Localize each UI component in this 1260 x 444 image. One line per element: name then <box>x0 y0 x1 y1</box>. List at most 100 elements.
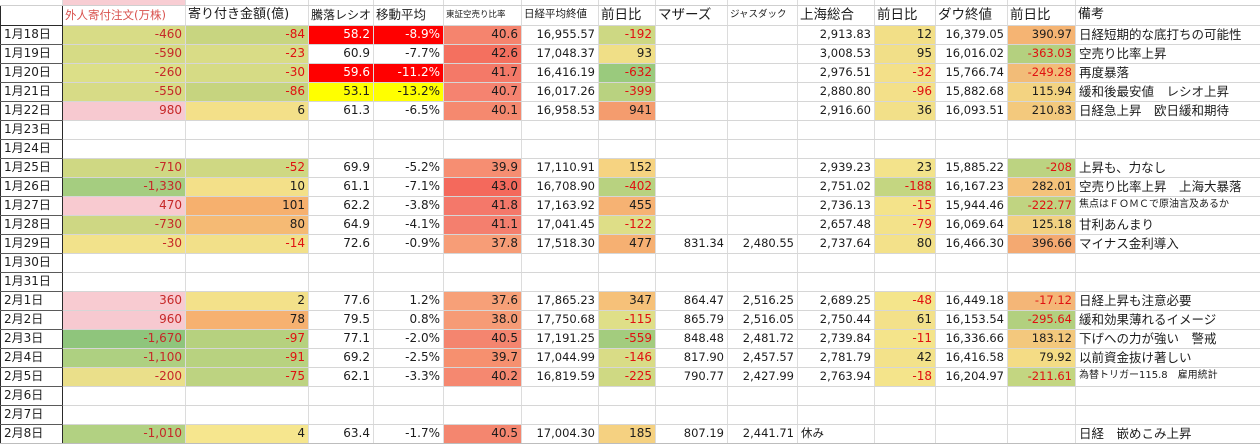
cell-0127-shanghai-composite[interactable]: 2,736.13 <box>797 196 875 216</box>
cell-0130-nikkei-close[interactable] <box>521 253 599 273</box>
cell-0131-shanghai-change[interactable] <box>874 272 936 292</box>
cell-0119-date[interactable]: 1月19日 <box>0 44 63 64</box>
cell-0204-dow-change[interactable]: 79.92 <box>1007 348 1076 368</box>
cell-0129-dow-change[interactable]: 396.66 <box>1007 234 1076 254</box>
cell-0124-advance-decline-ratio[interactable] <box>308 139 374 159</box>
cell-0123-nikkei-change[interactable] <box>598 120 656 140</box>
cell-0129-nikkei-change[interactable]: 477 <box>598 234 656 254</box>
cell-0127-opening-amount[interactable]: 101 <box>185 196 309 216</box>
cell-0205-date[interactable]: 2月5日 <box>0 367 63 387</box>
cell-0201-dow-close[interactable]: 16,449.18 <box>935 291 1008 311</box>
cell-0129-mothers[interactable]: 831.34 <box>655 234 728 254</box>
cell-0125-mothers[interactable] <box>655 158 728 178</box>
cell-0205-remarks[interactable]: 為替トリガー115.8 雇用統計 <box>1075 367 1260 387</box>
cell-0120-foreign-orders[interactable]: -260 <box>62 63 186 83</box>
cell-0122-dow-change[interactable]: 210.83 <box>1007 101 1076 121</box>
cell-0206-dow-close[interactable] <box>935 386 1008 406</box>
column-header-mothers[interactable]: マザーズ <box>655 5 728 26</box>
cell-0201-remarks[interactable]: 日経上昇も注意必要 <box>1075 291 1260 311</box>
cell-0126-advance-decline-ratio[interactable]: 61.1 <box>308 177 374 197</box>
cell-0125-date[interactable]: 1月25日 <box>0 158 63 178</box>
cell-0203-date[interactable]: 2月3日 <box>0 329 63 349</box>
cell-0130-shanghai-composite[interactable] <box>797 253 875 273</box>
cell-0118-advance-decline-ratio[interactable]: 58.2 <box>308 25 374 45</box>
cell-0205-foreign-orders[interactable]: -200 <box>62 367 186 387</box>
cell-0128-date[interactable]: 1月28日 <box>0 215 63 235</box>
cell-0203-foreign-orders[interactable]: -1,670 <box>62 329 186 349</box>
cell-0202-shanghai-composite[interactable]: 2,750.44 <box>797 310 875 330</box>
cell-0202-tse-short-sell-ratio[interactable]: 38.0 <box>443 310 522 330</box>
cell-0206-foreign-orders[interactable] <box>62 386 186 406</box>
cell-0118-nikkei-close[interactable]: 16,955.57 <box>521 25 599 45</box>
cell-0127-date[interactable]: 1月27日 <box>0 196 63 216</box>
cell-0201-date[interactable]: 2月1日 <box>0 291 63 311</box>
cell-0119-moving-average[interactable]: -7.7% <box>373 44 444 64</box>
cell-0203-nikkei-change[interactable]: -559 <box>598 329 656 349</box>
cell-0205-dow-change[interactable]: -211.61 <box>1007 367 1076 387</box>
cell-0208-moving-average[interactable]: -1.7% <box>373 424 444 444</box>
cell-0204-shanghai-composite[interactable]: 2,781.79 <box>797 348 875 368</box>
cell-0126-mothers[interactable] <box>655 177 728 197</box>
cell-0123-dow-close[interactable] <box>935 120 1008 140</box>
cell-0202-jasdaq[interactable]: 2,516.05 <box>727 310 798 330</box>
cell-0202-advance-decline-ratio[interactable]: 79.5 <box>308 310 374 330</box>
cell-0124-shanghai-change[interactable] <box>874 139 936 159</box>
cell-0129-opening-amount[interactable]: -14 <box>185 234 309 254</box>
cell-0125-nikkei-change[interactable]: 152 <box>598 158 656 178</box>
cell-0122-foreign-orders[interactable]: 980 <box>62 101 186 121</box>
cell-0202-opening-amount[interactable]: 78 <box>185 310 309 330</box>
cell-0122-nikkei-change[interactable]: 941 <box>598 101 656 121</box>
cell-0208-foreign-orders[interactable]: -1,010 <box>62 424 186 444</box>
cell-0129-advance-decline-ratio[interactable]: 72.6 <box>308 234 374 254</box>
cell-0208-remarks[interactable]: 日経 嵌めこみ上昇 <box>1075 424 1260 444</box>
cell-0122-dow-close[interactable]: 16,093.51 <box>935 101 1008 121</box>
cell-0208-tse-short-sell-ratio[interactable]: 40.5 <box>443 424 522 444</box>
cell-0120-moving-average[interactable]: -11.2% <box>373 63 444 83</box>
cell-0123-opening-amount[interactable] <box>185 120 309 140</box>
cell-0124-dow-change[interactable] <box>1007 139 1076 159</box>
cell-0125-nikkei-close[interactable]: 17,110.91 <box>521 158 599 178</box>
cell-0201-foreign-orders[interactable]: 360 <box>62 291 186 311</box>
cell-0130-dow-close[interactable] <box>935 253 1008 273</box>
cell-0122-opening-amount[interactable]: 6 <box>185 101 309 121</box>
cell-0124-opening-amount[interactable] <box>185 139 309 159</box>
cell-0127-mothers[interactable] <box>655 196 728 216</box>
cell-0122-tse-short-sell-ratio[interactable]: 40.1 <box>443 101 522 121</box>
cell-0208-advance-decline-ratio[interactable]: 63.4 <box>308 424 374 444</box>
cell-0205-nikkei-close[interactable]: 16,819.59 <box>521 367 599 387</box>
cell-0205-shanghai-change[interactable]: -18 <box>874 367 936 387</box>
cell-0204-nikkei-close[interactable]: 17,044.99 <box>521 348 599 368</box>
cell-0128-mothers[interactable] <box>655 215 728 235</box>
cell-0118-mothers[interactable] <box>655 25 728 45</box>
column-header-moving-average[interactable]: 移動平均 <box>373 5 444 26</box>
cell-0207-nikkei-change[interactable] <box>598 405 656 425</box>
cell-0125-shanghai-composite[interactable]: 2,939.23 <box>797 158 875 178</box>
cell-0204-advance-decline-ratio[interactable]: 69.2 <box>308 348 374 368</box>
cell-0121-dow-change[interactable]: 115.94 <box>1007 82 1076 102</box>
cell-0121-moving-average[interactable]: -13.2% <box>373 82 444 102</box>
cell-0203-dow-close[interactable]: 16,336.66 <box>935 329 1008 349</box>
cell-0120-dow-close[interactable]: 15,766.74 <box>935 63 1008 83</box>
cell-0119-advance-decline-ratio[interactable]: 60.9 <box>308 44 374 64</box>
cell-0130-tse-short-sell-ratio[interactable] <box>443 253 522 273</box>
cell-0122-mothers[interactable] <box>655 101 728 121</box>
cell-0201-mothers[interactable]: 864.47 <box>655 291 728 311</box>
cell-0120-shanghai-change[interactable]: -32 <box>874 63 936 83</box>
cell-0118-shanghai-composite[interactable]: 2,913.83 <box>797 25 875 45</box>
cell-0118-remarks[interactable]: 日経短期的な底打ちの可能性 <box>1075 25 1260 45</box>
cell-0130-opening-amount[interactable] <box>185 253 309 273</box>
cell-0124-dow-close[interactable] <box>935 139 1008 159</box>
cell-0130-mothers[interactable] <box>655 253 728 273</box>
cell-0203-mothers[interactable]: 848.48 <box>655 329 728 349</box>
cell-0119-jasdaq[interactable] <box>727 44 798 64</box>
cell-0120-advance-decline-ratio[interactable]: 59.6 <box>308 63 374 83</box>
cell-0128-advance-decline-ratio[interactable]: 64.9 <box>308 215 374 235</box>
cell-0204-moving-average[interactable]: -2.5% <box>373 348 444 368</box>
cell-0121-opening-amount[interactable]: -86 <box>185 82 309 102</box>
cell-0126-nikkei-change[interactable]: -402 <box>598 177 656 197</box>
cell-0205-tse-short-sell-ratio[interactable]: 40.2 <box>443 367 522 387</box>
cell-0124-nikkei-close[interactable] <box>521 139 599 159</box>
column-header-foreign-orders[interactable]: 外人寄付注文(万株) <box>62 5 186 26</box>
column-header-remarks[interactable]: 備考 <box>1075 5 1260 26</box>
cell-0127-moving-average[interactable]: -3.8% <box>373 196 444 216</box>
